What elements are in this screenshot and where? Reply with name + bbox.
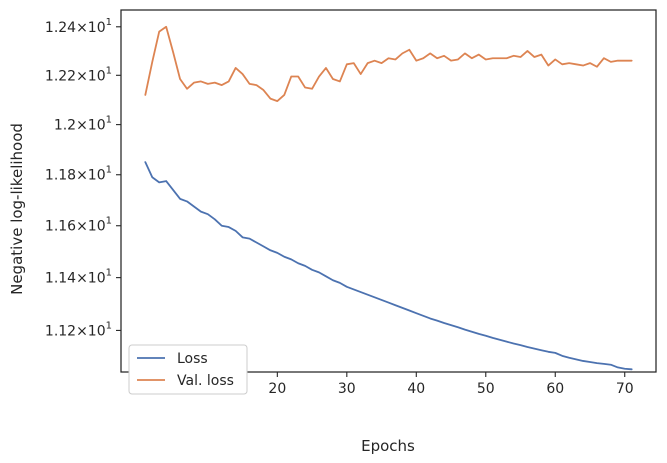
legend-label-val-loss: Val. loss <box>177 373 234 389</box>
y-tick-exponent: 1 <box>106 165 112 176</box>
y-tick-base: ×10 <box>76 219 106 235</box>
y-tick-label: 1.2×101 <box>54 115 112 134</box>
y-tick-base: ×10 <box>76 118 106 134</box>
legend-label-loss: Loss <box>177 351 208 367</box>
y-tick-exponent: 1 <box>106 115 112 126</box>
y-tick-exponent: 1 <box>106 65 112 76</box>
y-tick-label: 1.14×101 <box>45 268 112 287</box>
y-tick-base: ×10 <box>76 168 106 184</box>
y-tick-label: 1.12×101 <box>45 320 112 339</box>
y-axis-title: Negative log-likelihood <box>8 123 26 295</box>
y-tick-mantissa: 1.24 <box>45 20 76 36</box>
y-tick-mantissa: 1.12 <box>45 323 76 339</box>
y-tick-mantissa: 1.2 <box>54 118 76 134</box>
x-tick-label: 70 <box>616 381 634 397</box>
y-tick-exponent: 1 <box>106 320 112 331</box>
x-tick-label: 50 <box>477 381 495 397</box>
x-tick-label: 40 <box>407 381 425 397</box>
x-tick-label: 20 <box>268 381 286 397</box>
y-tick-exponent: 1 <box>106 216 112 227</box>
y-tick-mantissa: 1.18 <box>45 168 76 184</box>
y-tick-label: 1.16×101 <box>45 216 112 235</box>
y-tick-base: ×10 <box>76 68 106 84</box>
y-tick-label: 1.24×101 <box>45 17 112 36</box>
series-line-loss <box>144 161 633 371</box>
y-tick-base: ×10 <box>76 323 106 339</box>
x-axis-title: Epochs <box>361 437 415 455</box>
y-tick-mantissa: 1.22 <box>45 68 76 84</box>
y-tick-label: 1.22×101 <box>45 65 112 84</box>
y-tick-base: ×10 <box>76 20 106 36</box>
y-tick-exponent: 1 <box>106 268 112 279</box>
y-tick-mantissa: 1.14 <box>45 271 76 287</box>
y-tick-base: ×10 <box>76 271 106 287</box>
y-tick-label: 1.18×101 <box>45 165 112 184</box>
y-axis-ticks: 1.12×1011.14×1011.16×1011.18×1011.2×1011… <box>45 17 121 339</box>
y-tick-mantissa: 1.16 <box>45 219 76 235</box>
x-tick-label: 30 <box>338 381 356 397</box>
series-lines <box>144 25 633 371</box>
x-tick-label: 60 <box>546 381 564 397</box>
plot-frame <box>120 9 657 373</box>
series-line-val-loss <box>144 25 633 102</box>
legend: Loss Val. loss <box>128 344 248 395</box>
y-tick-exponent: 1 <box>106 17 112 28</box>
